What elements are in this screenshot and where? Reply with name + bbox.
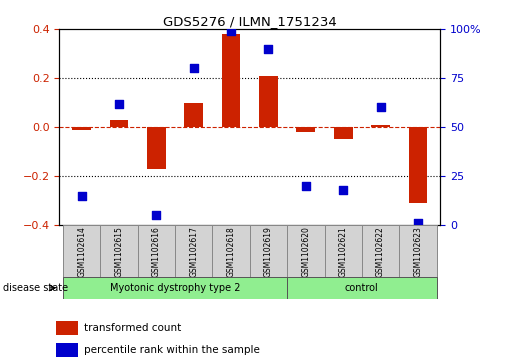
Text: GSM1102614: GSM1102614	[77, 226, 86, 277]
Text: transformed count: transformed count	[84, 323, 182, 334]
Point	[152, 212, 161, 218]
Bar	[56, 343, 78, 357]
Bar	[371, 125, 390, 127]
Text: GSM1102616: GSM1102616	[152, 226, 161, 277]
Bar	[399, 225, 437, 278]
Text: GSM1102617: GSM1102617	[189, 226, 198, 277]
Bar	[287, 277, 437, 299]
Bar	[222, 34, 241, 127]
Bar	[212, 225, 250, 278]
Text: GSM1102615: GSM1102615	[114, 226, 124, 277]
Bar	[184, 102, 203, 127]
Point	[190, 65, 198, 71]
Bar	[297, 127, 315, 132]
Point	[264, 46, 272, 52]
Point	[227, 28, 235, 34]
Point	[78, 193, 86, 199]
Text: GSM1102618: GSM1102618	[227, 226, 235, 277]
Bar	[259, 76, 278, 127]
Bar	[110, 120, 128, 127]
Bar	[100, 225, 138, 278]
Text: Myotonic dystrophy type 2: Myotonic dystrophy type 2	[110, 283, 241, 293]
Point	[414, 220, 422, 226]
Text: GSM1102621: GSM1102621	[339, 226, 348, 277]
Bar	[63, 225, 100, 278]
Bar	[250, 225, 287, 278]
Point	[339, 187, 347, 193]
Text: GSM1102620: GSM1102620	[301, 226, 311, 277]
Text: GSM1102622: GSM1102622	[376, 226, 385, 277]
Point	[376, 105, 385, 110]
Title: GDS5276 / ILMN_1751234: GDS5276 / ILMN_1751234	[163, 15, 337, 28]
Text: percentile rank within the sample: percentile rank within the sample	[84, 345, 261, 355]
Bar	[287, 225, 324, 278]
Bar	[362, 225, 399, 278]
Point	[115, 101, 123, 106]
Bar	[324, 225, 362, 278]
Bar	[138, 225, 175, 278]
Point	[302, 183, 310, 189]
Text: disease state: disease state	[3, 283, 67, 293]
Bar	[175, 225, 212, 278]
Bar	[408, 127, 427, 203]
Bar	[334, 127, 353, 139]
Bar	[63, 277, 287, 299]
Bar	[72, 127, 91, 130]
Text: GSM1102623: GSM1102623	[414, 226, 422, 277]
Text: GSM1102619: GSM1102619	[264, 226, 273, 277]
Bar	[56, 322, 78, 335]
Text: control: control	[345, 283, 379, 293]
Bar	[147, 127, 166, 169]
